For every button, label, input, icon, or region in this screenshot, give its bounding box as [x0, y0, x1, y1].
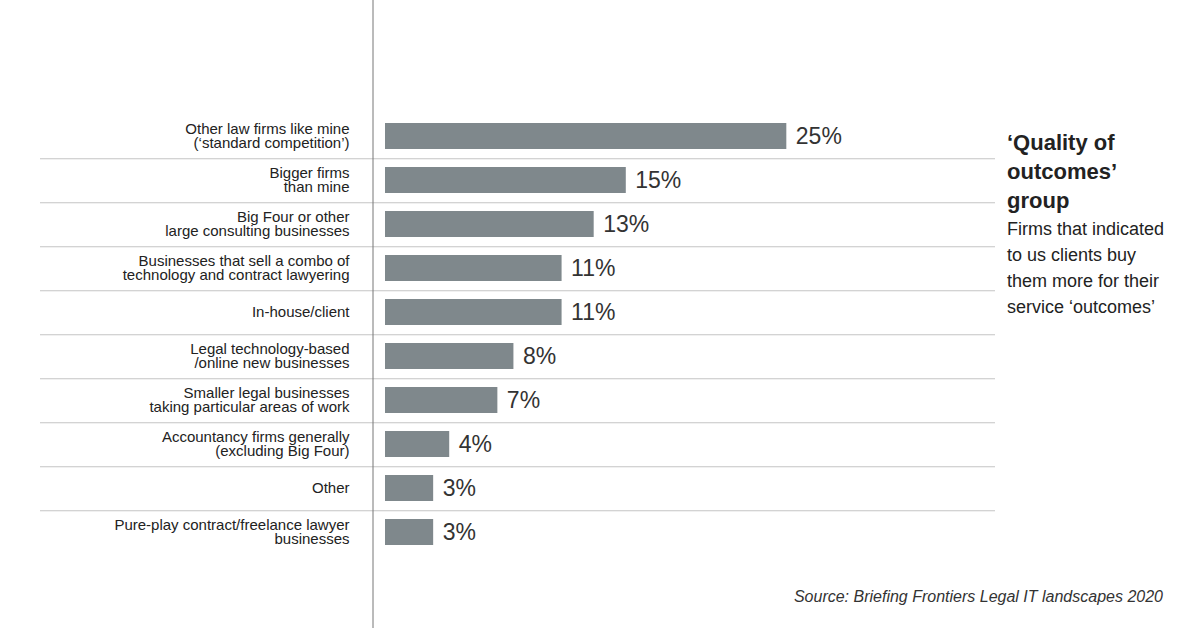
svg-text:Big Four or otherlarge consult: Big Four or otherlarge consulting busine…: [165, 208, 349, 239]
html-text:Firms that indicated to us cli: Firms that indicated to us clients buy t…: [1007, 219, 1165, 317]
svg-text:Pure-play contract/freelance l: Pure-play contract/freelance lawyerbusin…: [114, 516, 349, 547]
svg-text:Other: Other: [312, 479, 350, 496]
svg-text:Businesses that sell a combo o: Businesses that sell a combo oftechnolog…: [123, 252, 351, 283]
svg-text:7%: 7%: [507, 387, 540, 413]
svg-text:Bigger firmsthan mine: Bigger firmsthan mine: [269, 164, 349, 195]
svg-text:Smaller legal businessestaking: Smaller legal businessestaking particula…: [149, 384, 350, 415]
svg-text:Accountancy firms generally(ex: Accountancy firms generally(excluding Bi…: [162, 428, 350, 459]
svg-text:3%: 3%: [443, 519, 476, 545]
svg-text:Legal technology-based/online: Legal technology-based/online new busine…: [190, 340, 349, 371]
svg-text:In-house/client: In-house/client: [252, 303, 350, 320]
svg-text:11%: 11%: [571, 299, 615, 325]
svg-text:4%: 4%: [459, 431, 492, 457]
html-text:‘Quality of outcomes’ group: ‘Quality of outcomes’ group: [1007, 130, 1116, 213]
svg-text:8%: 8%: [523, 343, 556, 369]
svg-text:11%: 11%: [571, 255, 615, 281]
svg-text:15%: 15%: [635, 167, 681, 193]
svg-text:13%: 13%: [603, 211, 649, 237]
svg-text:Other law firms like mine(‘sta: Other law firms like mine(‘standard comp…: [185, 120, 349, 151]
svg-text:25%: 25%: [796, 123, 842, 149]
svg-text:3%: 3%: [443, 475, 476, 501]
html-text:Source: Briefing Frontiers Leg: Source: Briefing Frontiers Legal IT land…: [793, 588, 1163, 605]
